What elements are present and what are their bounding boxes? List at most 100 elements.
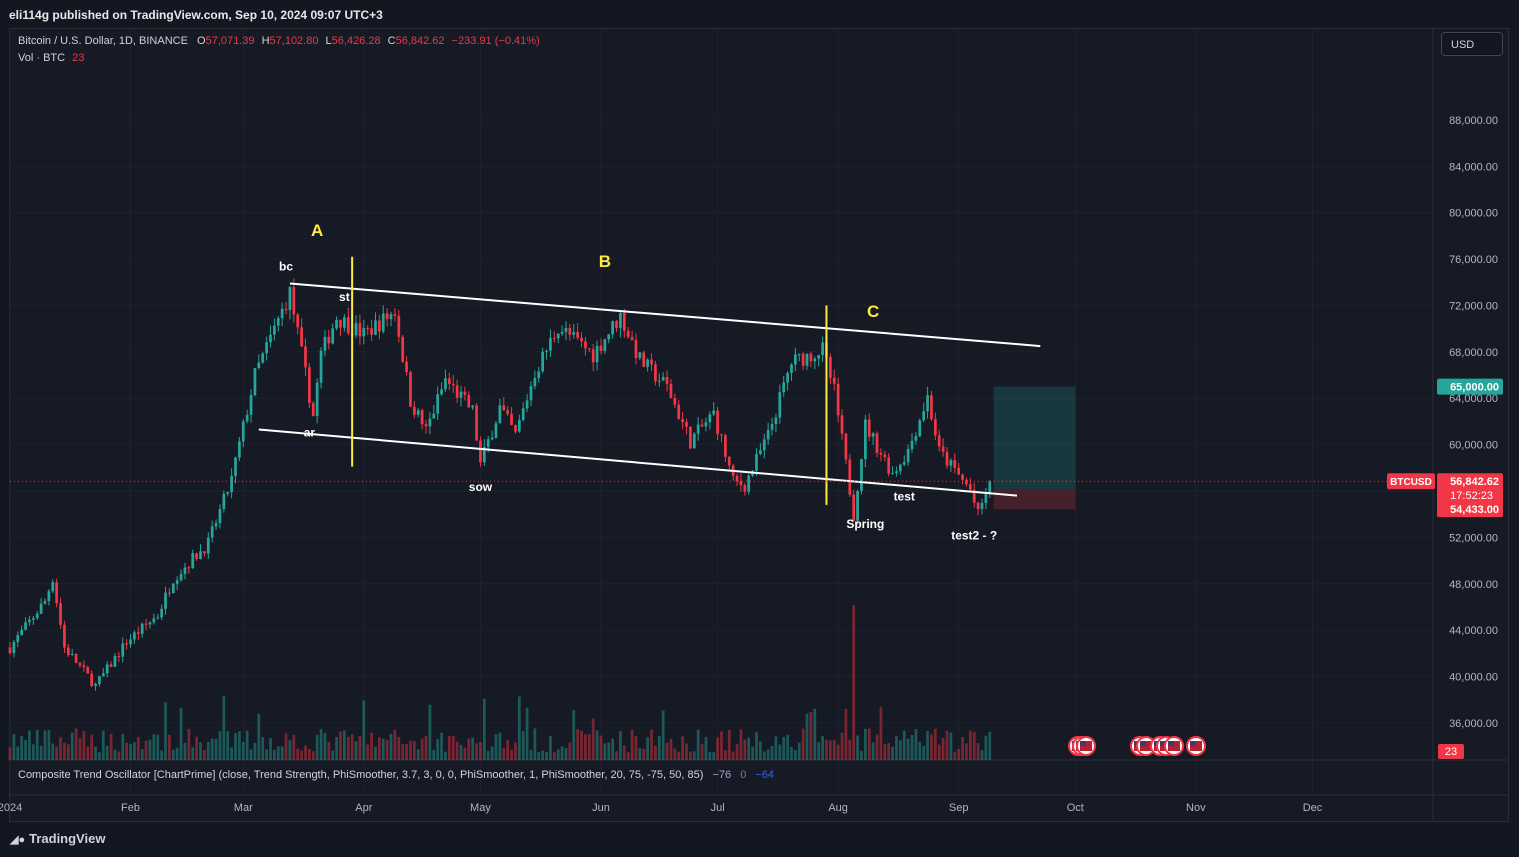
candle-body [121, 643, 125, 657]
volume-bar [234, 733, 237, 760]
x-tick-label: Dec [1303, 802, 1323, 814]
candle-body [759, 450, 762, 455]
volume-bar [766, 749, 770, 760]
volume-bar [389, 733, 393, 760]
candle-body [821, 342, 824, 356]
volume-bar [51, 743, 55, 760]
volume-label[interactable]: Vol · BTC [18, 52, 66, 64]
high-value: 57,102.80 [269, 35, 319, 47]
volume-bar [642, 748, 646, 760]
stop-zone [993, 489, 1076, 510]
candle-body [529, 386, 533, 401]
volume-bar [856, 735, 859, 760]
candle-body [786, 372, 789, 383]
candle-body [560, 331, 564, 334]
publish-header: eli114g published on TradingView.com, Se… [0, 0, 1519, 28]
candle-body [253, 367, 257, 396]
volume-bar [576, 729, 580, 760]
candle-body [284, 308, 288, 311]
symbol-tag-label: BTCUSD [1390, 477, 1432, 488]
x-tick-label: Nov [1186, 802, 1206, 814]
candle-body [883, 454, 887, 458]
volume-bar [16, 746, 20, 760]
volume-bar [720, 731, 723, 760]
candle-body [148, 622, 152, 625]
candle-body [961, 474, 964, 480]
candle-body [580, 337, 583, 342]
candle-body [794, 354, 797, 365]
candle-body [238, 441, 241, 458]
candle-body [82, 665, 86, 668]
volume-bar [980, 750, 984, 760]
candle-body [374, 320, 377, 335]
currency-button[interactable]: USD [1441, 32, 1503, 56]
footer-brand[interactable]: ◢● TradingView [10, 831, 105, 846]
candle-body [941, 446, 945, 452]
volume-bar [117, 751, 121, 760]
candle-body [533, 378, 537, 387]
volume-bar [541, 750, 545, 760]
volume-bar [926, 731, 929, 760]
volume-bar [564, 747, 568, 760]
volume-bar [545, 751, 548, 760]
candle-body [475, 405, 478, 441]
candle-body [210, 526, 214, 538]
candle-body [844, 433, 848, 460]
candle-body [125, 643, 129, 645]
volume-bar [144, 740, 148, 760]
candle-body [918, 420, 922, 437]
volume-bar [203, 750, 206, 760]
candle-body [591, 349, 595, 363]
candle-body [51, 582, 55, 592]
us-flag-event-icon [1076, 736, 1096, 756]
candle-body [712, 410, 716, 415]
candle-body [273, 325, 276, 335]
candle-body [366, 327, 370, 329]
candle-body [972, 489, 976, 503]
candle-body [304, 346, 307, 368]
price-tag-label: 54,433.00 [1450, 504, 1499, 516]
volume-bar [778, 744, 782, 760]
volume-bar [825, 739, 828, 760]
volume-bar [440, 732, 443, 760]
candle-body [895, 471, 898, 474]
volume-bar [187, 728, 191, 760]
volume-bar [397, 737, 401, 760]
volume-bar [848, 739, 852, 760]
candle-body [226, 492, 230, 494]
candle-body [685, 421, 688, 427]
oscillator-label[interactable]: Composite Trend Oscillator [ChartPrime] … [18, 769, 704, 781]
volume-bar [377, 737, 381, 760]
channel-line-upper [289, 282, 1041, 348]
candle-body [809, 353, 813, 362]
symbol-name[interactable]: Bitcoin / U.S. Dollar, 1D, BINANCE [18, 35, 188, 47]
candle-body [797, 353, 801, 355]
volume-bar [646, 737, 649, 760]
candle-body [669, 383, 673, 399]
volume-bar [619, 731, 622, 760]
candle-body [280, 308, 284, 319]
candle-body [638, 352, 642, 358]
open-label: O [197, 35, 206, 47]
candle-body [292, 287, 296, 315]
chart-frame[interactable] [9, 28, 1509, 822]
volume-bar [350, 734, 354, 760]
volume-bar [288, 740, 292, 760]
candle-body [206, 537, 210, 554]
candle-body [871, 433, 875, 437]
candle-body [66, 647, 70, 655]
volume-bar [930, 734, 933, 760]
candle-body [545, 350, 548, 352]
volume-tag-box [1438, 744, 1464, 759]
volume-bar [556, 749, 560, 760]
volume-bar [133, 742, 136, 760]
candle-body [389, 314, 393, 320]
candle-body [829, 356, 832, 378]
volume-bar [195, 736, 198, 760]
volume-bar [241, 741, 245, 760]
volume-bar [269, 738, 272, 760]
volume-bar [113, 749, 117, 760]
volume-bar [572, 710, 576, 760]
volume-bar [179, 707, 183, 760]
